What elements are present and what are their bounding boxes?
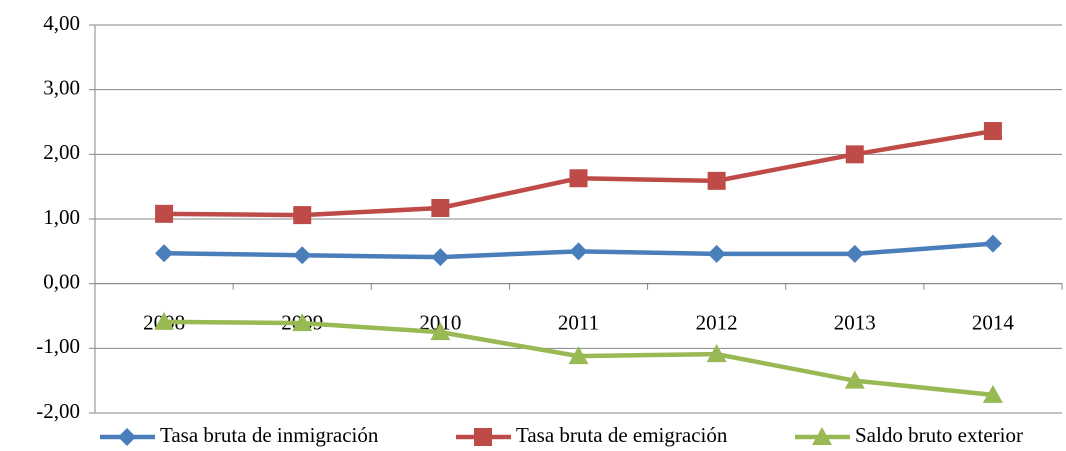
point-marker: [844, 370, 865, 389]
point-marker: [430, 322, 451, 341]
y-tick-label: -2,00: [36, 399, 80, 423]
point-marker: [293, 206, 312, 225]
legend-marker: [812, 427, 832, 445]
point-marker: [845, 145, 864, 164]
legend-label: Tasa bruta de inmigración: [160, 423, 379, 447]
point-marker: [845, 244, 864, 263]
y-tick-label: 3,00: [43, 75, 80, 99]
point-marker: [568, 346, 589, 365]
point-marker: [155, 204, 174, 223]
x-tick-label: 2011: [558, 310, 599, 334]
point-marker: [706, 344, 727, 363]
point-marker: [707, 171, 726, 190]
point-marker: [155, 244, 174, 263]
x-tick-label: 2013: [834, 310, 876, 334]
point-marker: [569, 242, 588, 261]
x-tick-label: 2012: [696, 310, 738, 334]
point-marker: [292, 313, 313, 332]
point-marker: [983, 122, 1002, 141]
point-marker: [982, 384, 1003, 403]
point-marker: [154, 311, 175, 330]
point-marker: [569, 169, 588, 188]
y-tick-label: 2,00: [43, 140, 80, 164]
point-marker: [431, 199, 450, 218]
point-marker: [431, 248, 450, 267]
y-tick-label: 4,00: [43, 11, 80, 35]
y-tick-label: -1,00: [36, 334, 80, 358]
legend-label: Saldo bruto exterior: [855, 423, 1023, 447]
x-tick-label: 2014: [972, 310, 1015, 334]
legend-marker: [474, 428, 492, 446]
legend-label: Tasa bruta de emigración: [516, 423, 728, 447]
y-tick-label: 0,00: [43, 269, 80, 293]
point-marker: [707, 244, 726, 263]
point-marker: [293, 246, 312, 265]
y-tick-label: 1,00: [43, 205, 80, 229]
point-marker: [983, 234, 1002, 253]
legend-marker: [118, 428, 136, 446]
